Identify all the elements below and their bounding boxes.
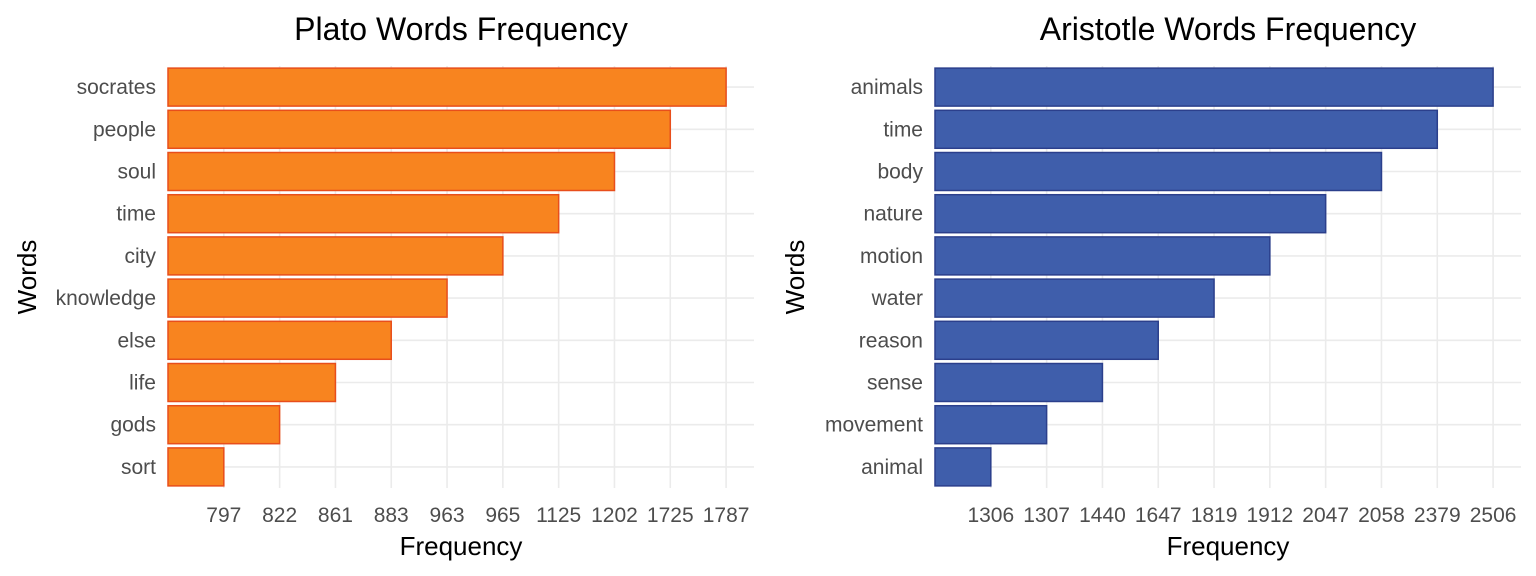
plato-y-tick-gods: gods	[110, 414, 156, 437]
plato-bar-sort	[167, 447, 225, 487]
aristotle-x-tick-2058: 2058	[1358, 504, 1405, 527]
plato-y-tick-knowledge: knowledge	[56, 287, 156, 310]
aristotle-bar-time	[934, 109, 1439, 150]
aristotle-chart-title: Aristotle Words Frequency	[1040, 11, 1416, 47]
aristotle-x-tick-1307: 1307	[1023, 504, 1070, 527]
plato-bar-city	[167, 236, 504, 276]
plato-chart-title: Plato Words Frequency	[294, 11, 628, 47]
plato-x-tick-1202: 1202	[591, 504, 638, 527]
aristotle-y-tick-time: time	[883, 118, 923, 141]
plato-x-tick-822: 822	[262, 504, 297, 527]
aristotle-y-tick-reason: reason	[859, 329, 923, 352]
aristotle-y-tick-water: water	[871, 287, 923, 310]
plato-chart: socrates people soul time city knowledge else l…	[12, 11, 754, 561]
plato-bar-else	[167, 320, 392, 361]
aristotle-y-tick-animals: animals	[851, 76, 923, 99]
aristotle-y-tick-nature: nature	[863, 203, 923, 226]
aristotle-x-tick-1912: 1912	[1246, 504, 1293, 527]
aristotle-y-tick-animal: animal	[861, 456, 923, 479]
aristotle-y-axis-title: Words	[780, 240, 810, 315]
plato-x-tick-861: 861	[318, 504, 353, 527]
plato-y-tick-soul: soul	[117, 161, 156, 184]
aristotle-bars	[934, 67, 1494, 487]
plato-x-tick-797: 797	[206, 504, 241, 527]
plato-bar-socrates	[167, 67, 727, 107]
aristotle-x-tick-1647: 1647	[1135, 504, 1182, 527]
aristotle-y-ticks: animals time body nature motion water reason se…	[825, 76, 924, 479]
aristotle-x-tick-2047: 2047	[1302, 504, 1349, 527]
plato-y-tick-sort: sort	[121, 456, 156, 479]
plato-x-tick-963: 963	[430, 504, 465, 527]
plato-x-tick-1725: 1725	[647, 504, 694, 527]
plato-bar-soul	[167, 151, 616, 192]
plato-x-axis-title: Frequency	[400, 531, 523, 561]
aristotle-bar-animals	[934, 67, 1494, 107]
aristotle-bar-nature	[934, 193, 1327, 234]
plato-bar-people	[167, 109, 672, 150]
aristotle-bar-water	[934, 278, 1215, 318]
plato-x-tick-965: 965	[485, 504, 520, 527]
plato-y-tick-else: else	[117, 329, 156, 352]
plato-x-tick-1787: 1787	[703, 504, 750, 527]
aristotle-y-tick-body: body	[877, 161, 923, 184]
aristotle-y-tick-motion: motion	[860, 245, 923, 268]
aristotle-bar-reason	[934, 320, 1159, 361]
aristotle-bar-body	[934, 151, 1383, 192]
aristotle-y-tick-sense: sense	[867, 372, 923, 395]
aristotle-x-ticks: 1306 1307 1440 1647 1819 1912 2047 2058 2379 2506	[967, 504, 1516, 527]
plato-y-tick-life: life	[129, 372, 156, 395]
aristotle-x-axis-title: Frequency	[1167, 531, 1290, 561]
plato-bar-knowledge	[167, 278, 448, 318]
aristotle-bar-movement	[934, 404, 1048, 445]
plato-bar-life	[167, 362, 337, 403]
plato-y-tick-people: people	[93, 118, 156, 141]
plato-y-axis-title: Words	[12, 240, 42, 315]
plato-x-ticks: 797 822 861 883 963 965 1125 1202 1725 1787	[206, 504, 749, 527]
plato-y-tick-city: city	[125, 245, 157, 268]
plato-bar-time	[167, 193, 560, 234]
plato-x-tick-883: 883	[374, 504, 409, 527]
plato-bar-gods	[167, 404, 281, 445]
aristotle-x-tick-1819: 1819	[1191, 504, 1238, 527]
aristotle-y-tick-movement: movement	[825, 414, 923, 437]
aristotle-x-tick-2506: 2506	[1470, 504, 1517, 527]
plato-y-ticks: socrates people soul time city knowledge else l…	[56, 76, 157, 479]
aristotle-bar-animal	[934, 447, 992, 487]
plato-y-tick-socrates: socrates	[77, 76, 156, 99]
plato-bars	[167, 67, 727, 487]
plato-x-tick-1125: 1125	[536, 504, 581, 527]
aristotle-bar-sense	[934, 362, 1104, 403]
aristotle-x-tick-2379: 2379	[1414, 504, 1461, 527]
aristotle-bar-motion	[934, 236, 1271, 276]
aristotle-x-tick-1440: 1440	[1079, 504, 1126, 527]
aristotle-chart: animals time body nature motion water reason se…	[780, 11, 1521, 561]
plato-y-tick-time: time	[116, 203, 156, 226]
aristotle-x-tick-1306: 1306	[967, 504, 1014, 527]
